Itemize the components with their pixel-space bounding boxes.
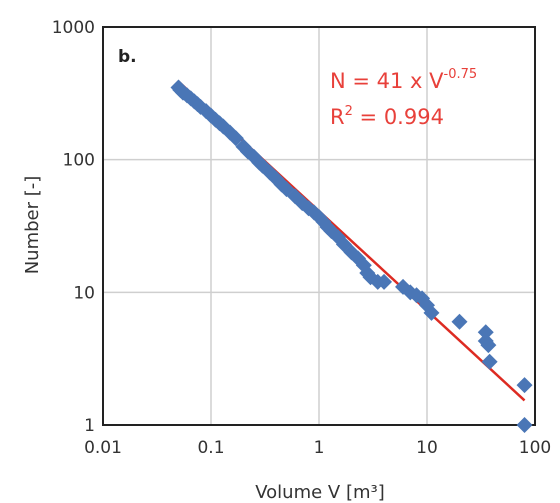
equation-annotation: N = 41 x V-0.75 <box>330 67 477 93</box>
x-tick-label: 100 <box>519 438 551 458</box>
r2-superscript: 2 <box>345 104 353 119</box>
x-tick-label: 0.1 <box>197 438 224 458</box>
r2-value: = 0.994 <box>353 105 444 129</box>
r2-prefix: R <box>330 105 345 129</box>
x-tick-label: 0.01 <box>84 438 122 458</box>
data-point <box>480 337 497 354</box>
data-point <box>481 353 498 370</box>
data-point <box>451 313 468 330</box>
y-tick-label: 100 <box>63 151 95 171</box>
data-point <box>376 273 393 290</box>
data-point <box>227 130 244 147</box>
equation-main: N = 41 x V <box>330 69 444 93</box>
x-tick-labels: 0.01 0.1 1 10 100 <box>84 438 551 458</box>
y-tick-labels: 1 10 100 1000 <box>52 18 95 436</box>
data-point <box>516 417 533 433</box>
r-squared-annotation: R2 = 0.994 <box>330 104 444 129</box>
data-point <box>423 304 440 321</box>
grid <box>103 27 535 425</box>
panel-label: b. <box>118 47 137 67</box>
data-point <box>343 244 360 261</box>
y-tick-label: 10 <box>73 283 95 303</box>
x-tick-label: 1 <box>314 438 325 458</box>
data-point <box>516 377 533 394</box>
scatter-markers <box>170 79 533 433</box>
equation-exponent: -0.75 <box>444 67 478 82</box>
y-axis-label: Number [-] <box>22 176 43 275</box>
data-point <box>477 324 494 341</box>
x-tick-label: 10 <box>416 438 438 458</box>
y-tick-label: 1 <box>84 416 95 436</box>
plot-frame <box>102 26 536 426</box>
y-tick-label: 1000 <box>52 18 95 38</box>
x-axis-label: Volume V [m³] <box>255 482 385 503</box>
